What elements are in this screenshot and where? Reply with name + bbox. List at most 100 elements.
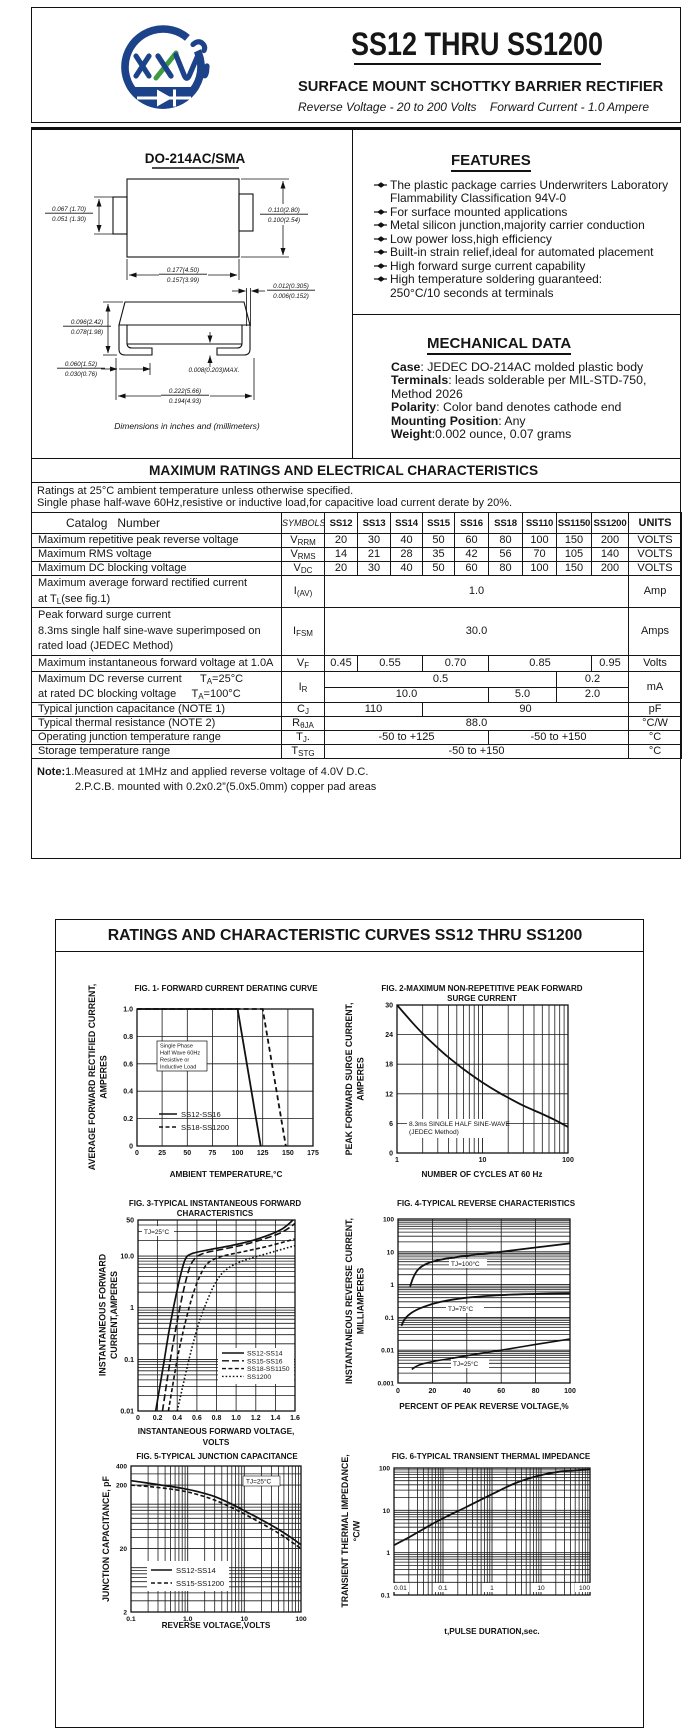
svg-text:FIG. 2-MAXIMUM NON-REPETITIVE: FIG. 2-MAXIMUM NON-REPETITIVE PEAK FORWA…	[381, 984, 582, 993]
svg-text:AMBIENT TEMPERATURE,°C: AMBIENT TEMPERATURE,°C	[170, 1170, 283, 1179]
svg-text:1.6: 1.6	[290, 1415, 300, 1422]
svg-text:0.01: 0.01	[394, 1585, 407, 1592]
svg-text:1: 1	[390, 1282, 394, 1289]
svg-text:SS18-SS1200: SS18-SS1200	[181, 1123, 229, 1132]
svg-text:0.8: 0.8	[123, 1034, 133, 1041]
svg-text:150: 150	[282, 1150, 294, 1157]
svg-text:50: 50	[183, 1150, 191, 1157]
svg-text:AVERAGE FORWARD RECTIFIED CURR: AVERAGE FORWARD RECTIFIED CURRENT,	[87, 984, 97, 1170]
svg-text:1: 1	[490, 1585, 494, 1592]
svg-text:PEAK FORWARD SURGE CURRENT,: PEAK FORWARD SURGE CURRENT,	[344, 1003, 354, 1156]
svg-text:0: 0	[389, 1151, 393, 1158]
svg-text:Resistive or: Resistive or	[160, 1058, 189, 1064]
svg-text:8.3ms SINGLE HALF SINE-WAVE: 8.3ms SINGLE HALF SINE-WAVE	[409, 1121, 510, 1128]
svg-text:1.0: 1.0	[123, 1007, 133, 1014]
svg-text:TJ=100°C: TJ=100°C	[451, 1260, 480, 1268]
svg-text:1: 1	[130, 1305, 134, 1312]
svg-text:10: 10	[479, 1157, 487, 1164]
svg-text:0.222(5.66): 0.222(5.66)	[169, 388, 201, 395]
svg-text:0.6: 0.6	[192, 1415, 202, 1422]
svg-text:0.012(0.305): 0.012(0.305)	[273, 283, 309, 290]
svg-text:1.2: 1.2	[251, 1415, 261, 1422]
svg-text:50: 50	[126, 1218, 134, 1225]
svg-text:0.1: 0.1	[126, 1616, 136, 1623]
svg-text:10: 10	[387, 1249, 395, 1256]
svg-text:1.0: 1.0	[183, 1616, 193, 1623]
svg-text:TJ=25°C: TJ=25°C	[453, 1360, 478, 1368]
svg-text:0: 0	[396, 1388, 400, 1395]
svg-text:0.110(2.80): 0.110(2.80)	[268, 207, 300, 214]
svg-text:SS1200: SS1200	[247, 1374, 271, 1381]
svg-text:2: 2	[123, 1610, 127, 1617]
svg-text:SS12-SS16: SS12-SS16	[181, 1110, 221, 1119]
svg-text:DO-214AC/SMA: DO-214AC/SMA	[145, 151, 246, 166]
svg-text:0.194(4.93): 0.194(4.93)	[169, 398, 201, 405]
svg-text:100: 100	[383, 1217, 394, 1224]
svg-text:0.01: 0.01	[120, 1409, 134, 1416]
svg-text:20: 20	[429, 1388, 437, 1395]
svg-text:100: 100	[295, 1616, 307, 1623]
svg-text:Dimensions in inches and (mill: Dimensions in inches and (millimeters)	[114, 421, 260, 431]
svg-text:6: 6	[389, 1121, 393, 1128]
svg-text:0.096(2.42): 0.096(2.42)	[71, 319, 103, 326]
svg-text:0.01: 0.01	[381, 1348, 394, 1355]
svg-text:TRANSIENT THERMAL IMPEDANCE,: TRANSIENT THERMAL IMPEDANCE,	[340, 1454, 350, 1607]
svg-text:0.006(0.152): 0.006(0.152)	[273, 293, 309, 300]
svg-text:FIG. 1- FORWARD CURRENT DERATI: FIG. 1- FORWARD CURRENT DERATING CURVE	[134, 984, 318, 993]
svg-text:40: 40	[463, 1388, 471, 1395]
svg-text:24: 24	[385, 1032, 393, 1039]
svg-text:INSTANTANEOUS FORWARD VOLTAGE,: INSTANTANEOUS FORWARD VOLTAGE,	[138, 1427, 295, 1436]
svg-text:NUMBER OF CYCLES AT 60 Hz: NUMBER OF CYCLES AT 60 Hz	[421, 1170, 542, 1179]
svg-text:100: 100	[564, 1388, 576, 1395]
svg-text:REVERSE VOLTAGE,VOLTS: REVERSE VOLTAGE,VOLTS	[162, 1621, 271, 1630]
svg-text:0: 0	[135, 1150, 139, 1157]
svg-text:1.0: 1.0	[231, 1415, 241, 1422]
svg-text:SS12-SS14: SS12-SS14	[247, 1351, 283, 1358]
svg-text:AMPERES: AMPERES	[356, 1057, 366, 1101]
svg-text:0.067 (1.70): 0.067 (1.70)	[52, 206, 86, 213]
svg-text:PERCENT OF PEAK REVERSE VOLTAG: PERCENT OF PEAK REVERSE VOLTAGE,%	[399, 1402, 569, 1411]
svg-text:Single Phase: Single Phase	[160, 1044, 193, 1050]
svg-text:100: 100	[232, 1150, 244, 1157]
svg-text:SS15-SS16: SS15-SS16	[247, 1358, 283, 1365]
svg-text:FIG. 4-TYPICAL REVERSE CHARACT: FIG. 4-TYPICAL REVERSE CHARACTERISTICS	[397, 1199, 576, 1208]
svg-text:0.177(4.50): 0.177(4.50)	[167, 267, 199, 274]
svg-text:JUNCTION CAPACITANCE, pF: JUNCTION CAPACITANCE, pF	[101, 1475, 111, 1601]
svg-text:CURRENT,AMPERES: CURRENT,AMPERES	[109, 1271, 119, 1359]
svg-text:0.157(3.99): 0.157(3.99)	[167, 277, 199, 284]
svg-text:30: 30	[385, 1003, 393, 1010]
svg-text:AMPERES: AMPERES	[99, 1055, 109, 1099]
svg-text:0.1: 0.1	[385, 1315, 394, 1322]
svg-text:SURGE CURRENT: SURGE CURRENT	[447, 994, 517, 1003]
svg-text:0.001: 0.001	[377, 1381, 394, 1388]
svg-text:200: 200	[116, 1483, 127, 1490]
svg-text:20: 20	[120, 1546, 128, 1553]
svg-text:0.1: 0.1	[438, 1585, 447, 1592]
svg-text:0.2: 0.2	[153, 1415, 163, 1422]
svg-text:175: 175	[307, 1150, 319, 1157]
svg-text:0.030(0.76): 0.030(0.76)	[65, 371, 97, 378]
svg-text:SS12-SS14: SS12-SS14	[176, 1566, 216, 1575]
svg-text:FIG. 3-TYPICAL INSTANTANEOUS F: FIG. 3-TYPICAL INSTANTANEOUS FORWARD	[129, 1199, 302, 1208]
svg-text:0.078(1.98): 0.078(1.98)	[71, 329, 103, 336]
svg-text:75: 75	[209, 1150, 217, 1157]
svg-text:10.0: 10.0	[120, 1254, 134, 1261]
svg-text:25: 25	[158, 1150, 166, 1157]
svg-text:18: 18	[385, 1062, 393, 1069]
svg-text:0.008(0.203)MAX.: 0.008(0.203)MAX.	[188, 367, 239, 374]
svg-text:FIG. 6-TYPICAL TRANSIENT THERM: FIG. 6-TYPICAL TRANSIENT THERMAL IMPEDAN…	[392, 1452, 591, 1461]
svg-text:TJ=75°C: TJ=75°C	[448, 1305, 473, 1313]
svg-text:°C/W: °C/W	[352, 1520, 362, 1541]
svg-text:TJ=25°C: TJ=25°C	[246, 1478, 271, 1486]
svg-text:10: 10	[241, 1616, 249, 1623]
svg-text:VOLTS: VOLTS	[203, 1438, 230, 1447]
svg-text:0.4: 0.4	[123, 1089, 133, 1096]
svg-text:0.100(2.54): 0.100(2.54)	[268, 217, 300, 224]
svg-text:TJ=25°C: TJ=25°C	[144, 1228, 169, 1236]
svg-text:0.8: 0.8	[212, 1415, 222, 1422]
svg-text:FIG. 5-TYPICAL JUNCTION CAPACI: FIG. 5-TYPICAL JUNCTION CAPACITANCE	[136, 1452, 298, 1461]
svg-text:100: 100	[562, 1157, 574, 1164]
svg-text:10: 10	[537, 1585, 545, 1592]
svg-text:SS18-SS1150: SS18-SS1150	[247, 1366, 290, 1373]
svg-text:80: 80	[532, 1388, 540, 1395]
